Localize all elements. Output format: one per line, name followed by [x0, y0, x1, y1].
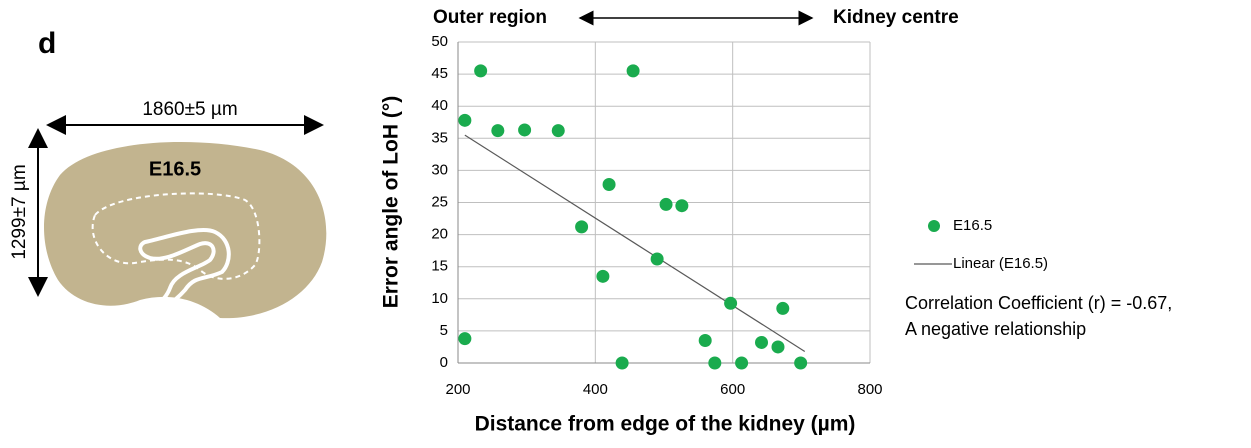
y-axis-title: Error angle of LoH (°) — [380, 96, 403, 309]
point — [616, 357, 629, 370]
legend-marker — [928, 220, 940, 232]
panel-label: d — [38, 27, 56, 60]
x-tick-label: 600 — [720, 381, 745, 398]
direction-left: Outer region — [433, 7, 547, 28]
trendline — [465, 135, 805, 351]
point — [458, 114, 471, 127]
width-label: 1860±5 µm — [142, 99, 237, 120]
x-axis-title: Distance from edge of the kidney (µm) — [475, 413, 856, 436]
x-tick-label: 200 — [445, 381, 470, 398]
point — [603, 178, 616, 191]
point — [699, 334, 712, 347]
point — [755, 336, 768, 349]
y-tick-label: 0 — [440, 354, 448, 371]
y-tick-label: 45 — [431, 65, 448, 82]
height-label: 1299±7 µm — [9, 164, 30, 259]
y-tick-label: 10 — [431, 290, 448, 307]
point — [627, 64, 640, 77]
point — [724, 297, 737, 310]
legend-label: E16.5 — [953, 217, 992, 234]
point — [708, 357, 721, 370]
direction-right: Kidney centre — [833, 7, 959, 28]
legend-label: Linear (E16.5) — [953, 255, 1048, 272]
y-tick-label: 40 — [431, 97, 448, 114]
point — [660, 198, 673, 211]
point — [651, 252, 664, 265]
y-tick-label: 20 — [431, 226, 448, 243]
point — [776, 302, 789, 315]
point — [794, 357, 807, 370]
y-tick-label: 30 — [431, 161, 448, 178]
point — [596, 270, 609, 283]
y-tick-label: 35 — [431, 129, 448, 146]
y-tick-label: 25 — [431, 193, 448, 210]
x-tick-label: 400 — [583, 381, 608, 398]
stage-label: E16.5 — [149, 158, 201, 180]
point — [474, 64, 487, 77]
point — [518, 123, 531, 136]
point — [675, 199, 688, 212]
annotation: A negative relationship — [905, 319, 1086, 339]
y-tick-label: 50 — [431, 33, 448, 50]
y-tick-label: 5 — [440, 322, 448, 339]
point — [735, 357, 748, 370]
point — [491, 124, 504, 137]
point — [575, 220, 588, 233]
figure: d E16.5 1860±5 µm 1299±7 µm Outer region… — [0, 0, 1251, 443]
point — [552, 124, 565, 137]
x-tick-label: 800 — [857, 381, 882, 398]
point — [771, 340, 784, 353]
y-tick-label: 15 — [431, 258, 448, 275]
point — [458, 332, 471, 345]
annotation: Correlation Coefficient (r) = -0.67, — [905, 293, 1172, 313]
